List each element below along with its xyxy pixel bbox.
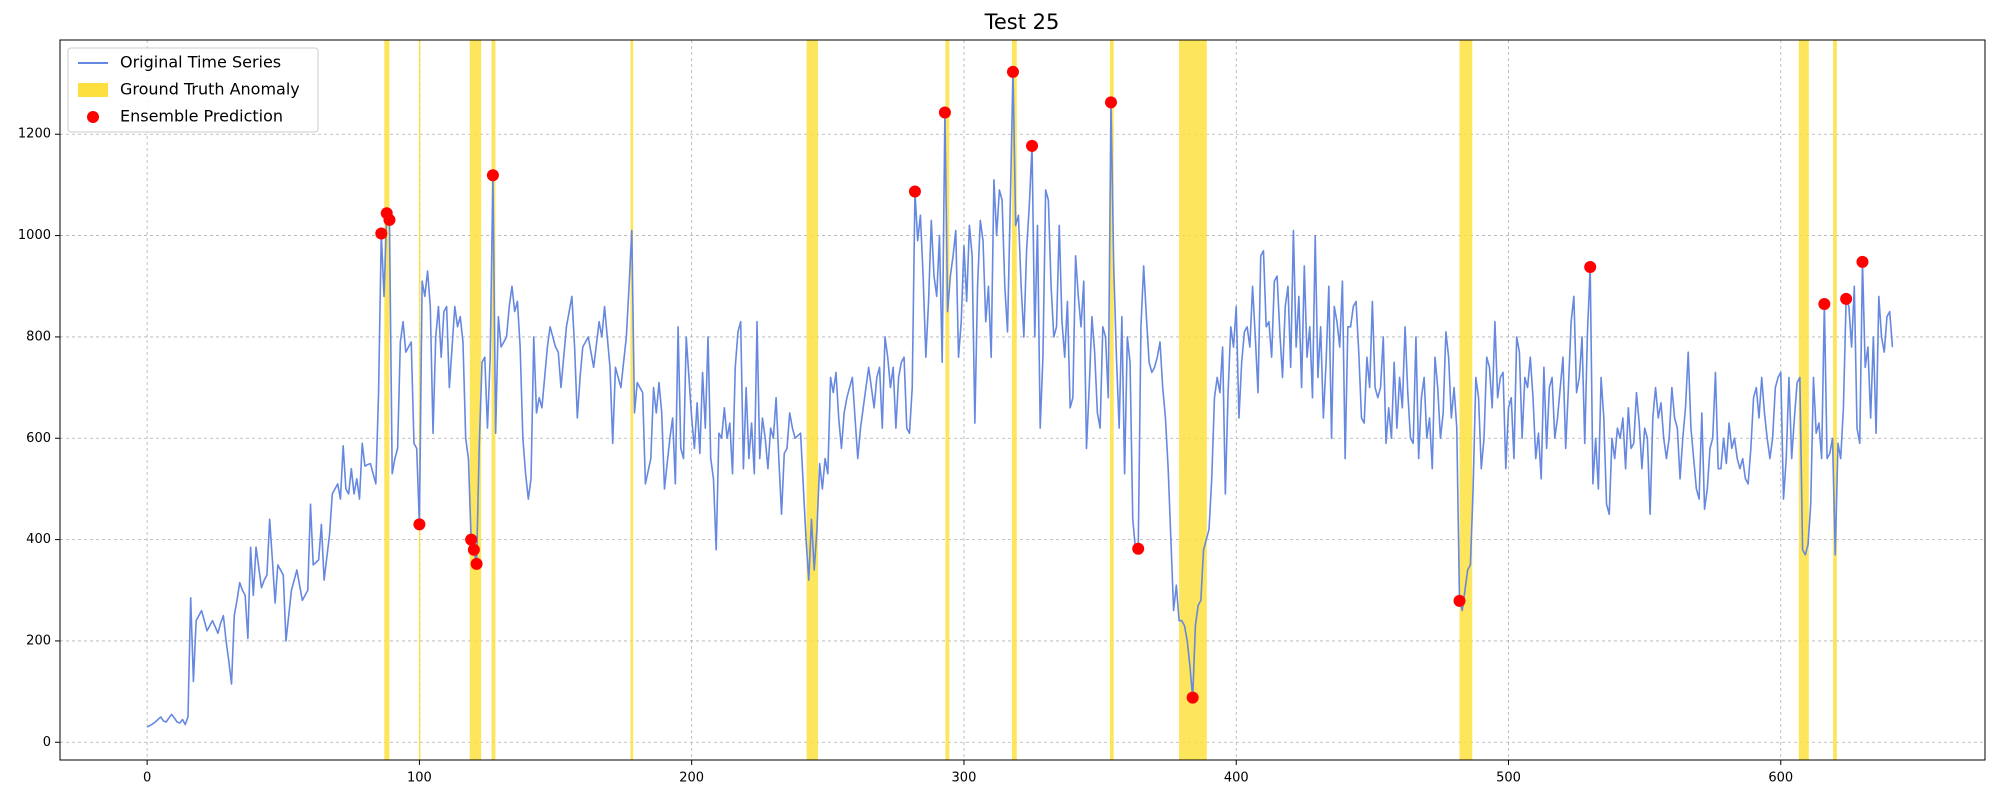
anomaly-span (491, 40, 496, 760)
x-tick-label: 200 (679, 771, 704, 786)
anomaly-span (1459, 40, 1473, 760)
prediction-point (1104, 96, 1117, 109)
x-tick-label: 400 (1224, 771, 1249, 786)
plot-frame (59, 39, 1986, 761)
legend-label: Ensemble Prediction (120, 107, 283, 126)
y-tick-label: 400 (26, 532, 51, 547)
y-tick-label: 1200 (18, 127, 51, 142)
anomaly-span (1011, 40, 1017, 760)
legend-swatch (78, 83, 108, 97)
y-tick-label: 800 (26, 329, 51, 344)
anomaly-span (469, 40, 482, 760)
anomaly-span (945, 40, 950, 760)
x-tick-label: 600 (1768, 771, 1793, 786)
x-tick-label: 100 (407, 771, 432, 786)
legend-swatch (87, 111, 99, 123)
prediction-point (1818, 297, 1831, 310)
prediction-point (486, 169, 499, 182)
prediction-point (1006, 65, 1019, 78)
prediction-point (1856, 255, 1869, 268)
anomaly-span (630, 40, 634, 760)
x-tick-label: 300 (952, 771, 977, 786)
legend-box (67, 47, 319, 133)
prediction-point (1132, 542, 1145, 555)
x-tick-label: 500 (1496, 771, 1521, 786)
anomaly-span (1798, 40, 1809, 760)
prediction-point (413, 518, 426, 531)
anomaly-span (384, 40, 390, 760)
prediction-point (383, 213, 396, 226)
prediction-point (467, 543, 480, 556)
anomaly-span (418, 40, 421, 760)
prediction-point (470, 557, 483, 570)
prediction-point (1026, 139, 1039, 152)
anomaly-span (1833, 40, 1837, 760)
x-tick-label: 0 (143, 771, 151, 786)
prediction-point (938, 106, 951, 119)
y-tick-label: 600 (26, 431, 51, 446)
anomaly-span (1109, 40, 1114, 760)
series-line (146, 71, 1894, 728)
legend-label: Ground Truth Anomaly (120, 80, 300, 99)
y-tick-label: 0 (43, 735, 51, 750)
chart-title: Test 25 (984, 10, 1060, 34)
y-tick-label: 200 (26, 633, 51, 648)
prediction-point (1186, 691, 1199, 704)
prediction-point (1584, 260, 1597, 273)
prediction-point (1840, 292, 1853, 305)
prediction-point (908, 185, 921, 198)
anomaly-span (806, 40, 819, 760)
legend-label: Original Time Series (120, 53, 281, 72)
y-tick-label: 1000 (18, 228, 51, 243)
prediction-point (465, 533, 478, 546)
prediction-point (1453, 594, 1466, 607)
plot-area (146, 40, 1894, 760)
anomaly-span (1179, 40, 1207, 760)
prediction-point (375, 227, 388, 240)
